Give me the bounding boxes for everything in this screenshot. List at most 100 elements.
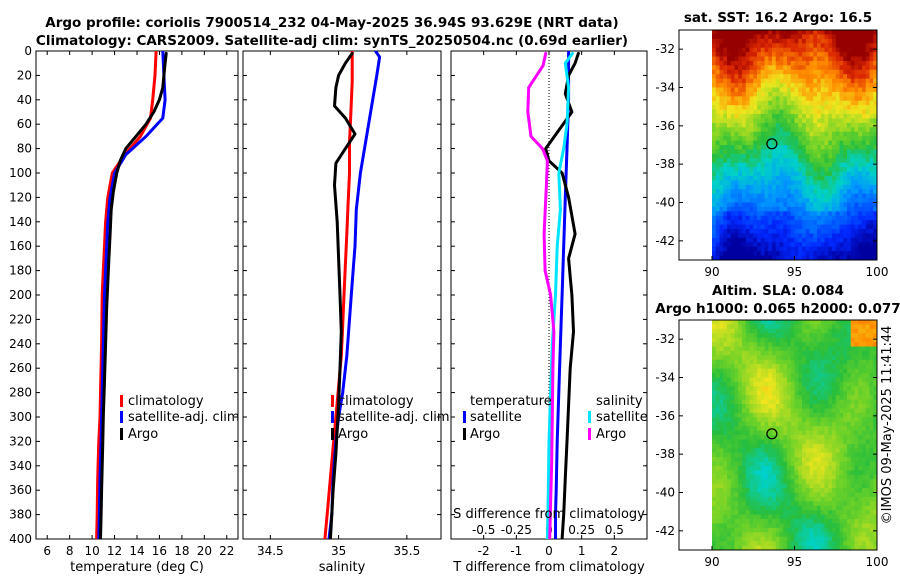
map-cell: [734, 505, 739, 511]
map-cell: [862, 474, 867, 480]
map-cell: [858, 83, 863, 89]
map-cell: [764, 545, 769, 550]
map-cell: [790, 136, 796, 142]
map-cell: [757, 443, 762, 449]
map-cell: [749, 470, 754, 476]
map-cell: [820, 337, 826, 343]
map-cell: [862, 122, 867, 128]
map-cell: [779, 439, 784, 445]
map-cell: [824, 519, 829, 525]
map-cell: [757, 408, 762, 414]
map-cell: [873, 443, 877, 449]
map-cell: [779, 359, 784, 365]
map-cell: [847, 488, 852, 494]
map-cell: [862, 320, 867, 326]
map-cell: [768, 109, 773, 115]
map-cell: [858, 127, 863, 133]
map-cell: [727, 60, 732, 66]
map-cell: [794, 386, 799, 392]
map-cell: [779, 320, 784, 326]
map-cell: [749, 373, 754, 379]
map-cell: [832, 175, 837, 181]
map-cell: [727, 536, 732, 542]
map-cell: [723, 386, 728, 392]
map-cell: [768, 421, 773, 427]
map-cell: [772, 140, 777, 146]
map-cell: [813, 167, 818, 173]
map-cell: [835, 545, 841, 550]
map-cell: [817, 175, 822, 181]
map-cell: [798, 211, 803, 217]
map-cell: [715, 377, 721, 383]
map-cell: [719, 56, 724, 62]
map-cell: [742, 229, 747, 235]
map-cell: [843, 78, 848, 84]
map-cell: [715, 100, 721, 106]
map-cell: [775, 122, 781, 128]
map-cell: [817, 435, 822, 441]
map-cell: [783, 189, 788, 195]
map-cell: [817, 395, 822, 401]
map-cell: [734, 224, 739, 230]
map-cell: [738, 324, 743, 330]
map-cell: [854, 171, 859, 177]
map-cell: [858, 465, 863, 471]
map-cell: [794, 496, 799, 502]
map-cell: [843, 145, 848, 151]
map-cell: [723, 514, 728, 520]
map-cell: [865, 74, 871, 80]
map-cell: [775, 470, 781, 476]
map-cell: [850, 255, 856, 260]
map-cell: [802, 527, 807, 533]
map-cell: [805, 333, 811, 339]
map-cell: [828, 421, 833, 427]
map-cell: [805, 390, 811, 396]
map-cell: [783, 395, 788, 401]
map-cell: [820, 145, 826, 151]
map-cell: [858, 412, 863, 418]
map-cell: [787, 350, 792, 356]
map-cell: [712, 514, 717, 520]
map-cell: [730, 514, 736, 520]
map-cell: [734, 510, 739, 516]
map-cell: [820, 158, 826, 164]
map-cell: [764, 145, 769, 151]
map-cell: [854, 127, 859, 133]
map-cell: [820, 479, 826, 485]
map-cell: [794, 140, 799, 146]
map-cell: [809, 505, 814, 511]
map-cell: [865, 193, 871, 199]
map-cell: [734, 488, 739, 494]
map-cell: [817, 390, 822, 396]
map-cell: [865, 421, 871, 427]
map-cell: [813, 479, 818, 485]
map-cell: [738, 167, 743, 173]
map-cell: [820, 421, 826, 427]
map-cell: [775, 30, 781, 36]
series-line-argo: [99, 51, 168, 539]
map-cell: [719, 527, 724, 533]
map-cell: [820, 492, 826, 498]
map-cell: [783, 180, 788, 186]
map-cell: [839, 465, 844, 471]
map-cell: [727, 399, 732, 405]
map-cell: [835, 47, 841, 53]
map-cell: [783, 153, 788, 159]
legend-swatch-argo: [120, 428, 123, 440]
map-cell: [734, 251, 739, 257]
map-cell: [760, 496, 766, 502]
map-cell: [824, 514, 829, 520]
map-cell: [727, 483, 732, 489]
map-cell: [749, 381, 754, 387]
map-cell: [760, 377, 766, 383]
map-cell: [779, 251, 784, 257]
map-cell: [787, 87, 792, 93]
map-cell: [719, 233, 724, 239]
map-cell: [787, 171, 792, 177]
map-cell: [738, 52, 743, 58]
map-cell: [835, 220, 841, 226]
map-cell: [817, 483, 822, 489]
map-cell: [760, 52, 766, 58]
map-cell: [753, 246, 758, 252]
map-cell: [764, 220, 769, 226]
